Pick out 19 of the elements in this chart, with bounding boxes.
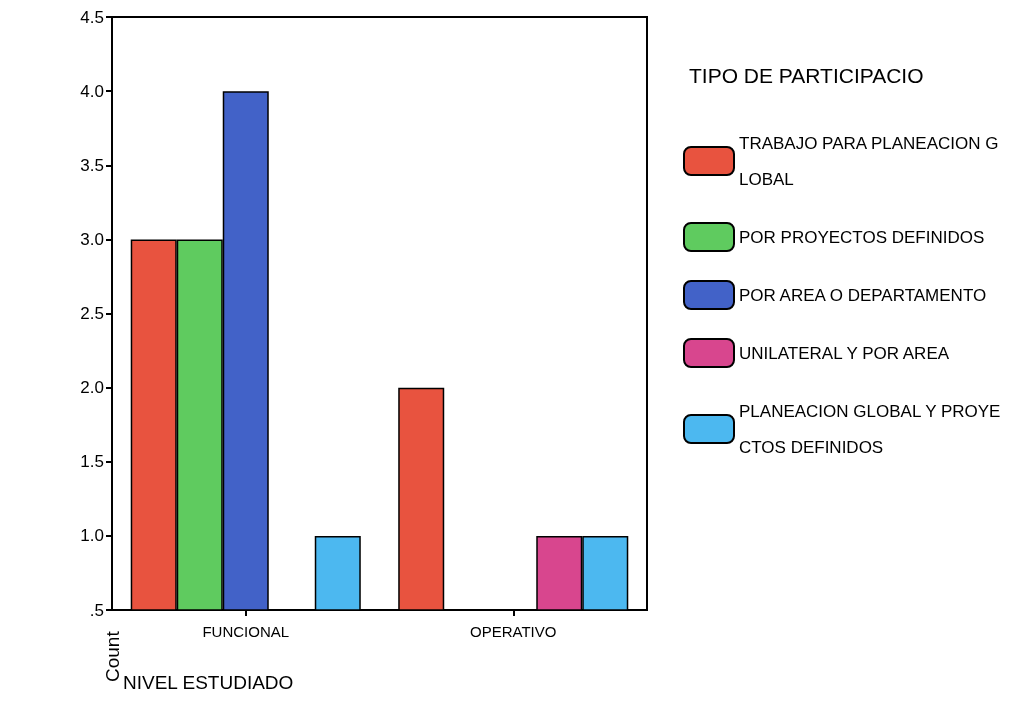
y-tick-label: 3.0: [80, 229, 104, 249]
y-tick-label: .5: [89, 600, 104, 620]
y-tick-label: 1.0: [80, 526, 104, 546]
y-tick-label: 2.0: [80, 378, 104, 398]
legend-label: TRABAJO PARA PLANEACION GLOBAL: [739, 133, 999, 189]
legend-label: POR AREA O DEPARTAMENTO: [739, 285, 987, 305]
legend-title: TIPO DE PARTICIPACIO: [689, 64, 924, 87]
x-tick-label: FUNCIONAL: [202, 623, 290, 640]
y-tick-label: 3.5: [80, 155, 104, 175]
y-tick-label: 1.5: [80, 452, 104, 472]
y-axis-title: Count: [101, 630, 123, 682]
legend-label: PLANEACION GLOBAL Y PROYECTOS DEFINIDOS: [739, 401, 1001, 457]
legend-label: UNILATERAL Y POR AREA: [739, 343, 950, 363]
x-tick-label: OPERATIVO: [470, 623, 557, 640]
y-tick-label: 4.0: [80, 81, 104, 101]
y-tick-label: 4.5: [80, 7, 104, 27]
x-axis-title: NIVEL ESTUDIADO: [123, 672, 294, 693]
legend-label: POR PROYECTOS DEFINIDOS: [739, 227, 985, 247]
y-tick-label: 2.5: [80, 304, 104, 323]
